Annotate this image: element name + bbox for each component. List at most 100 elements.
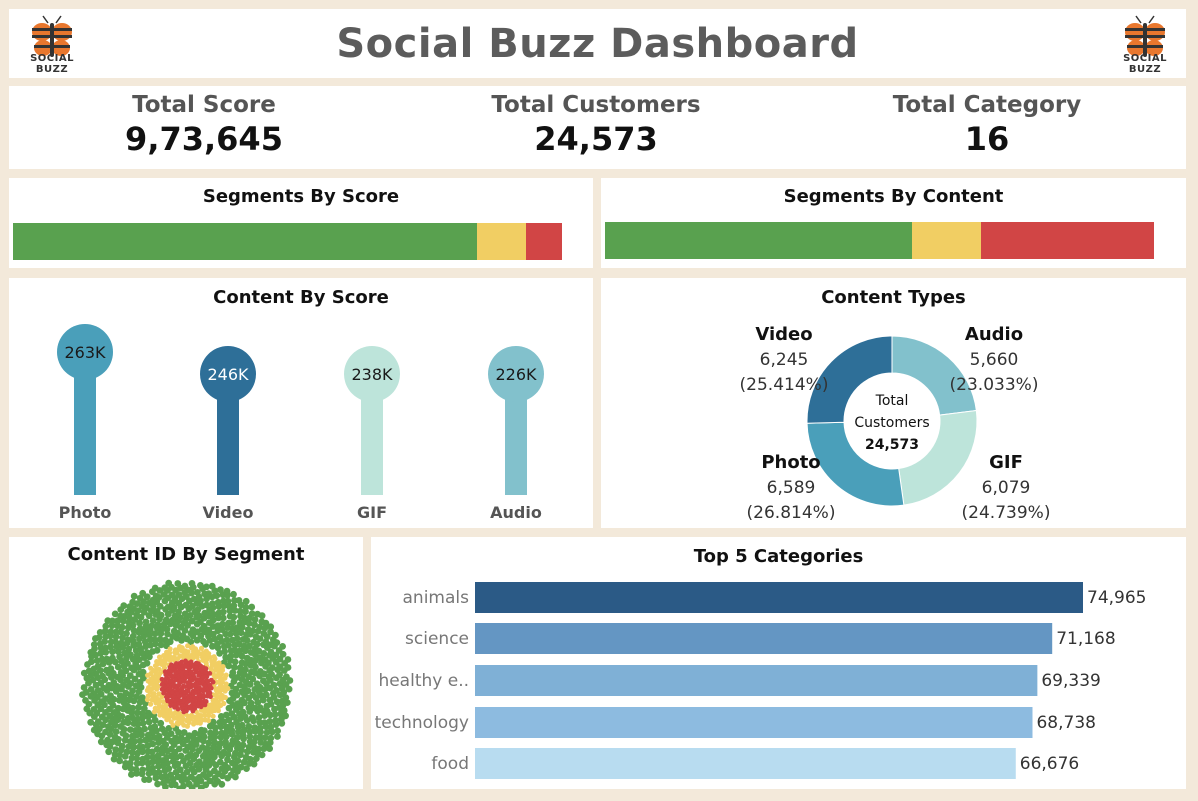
content-bubble bbox=[234, 734, 241, 741]
category-bar bbox=[475, 748, 1016, 779]
content-bubble bbox=[124, 624, 132, 632]
bubbles-negative[interactable] bbox=[159, 658, 216, 715]
category-bar bbox=[475, 665, 1038, 696]
bubbles-positive[interactable] bbox=[79, 579, 294, 789]
content-bubble bbox=[252, 663, 259, 671]
content-bubble bbox=[161, 767, 169, 775]
content-bubble bbox=[241, 699, 248, 707]
content-bubble bbox=[177, 644, 183, 650]
content-bubble bbox=[90, 641, 98, 648]
content-bubble bbox=[144, 713, 152, 721]
content-bubble bbox=[226, 745, 234, 753]
content-bubble bbox=[129, 749, 136, 756]
segments-by-score-bar[interactable] bbox=[13, 223, 562, 260]
content-bubble bbox=[218, 671, 225, 677]
donut-slice-video[interactable] bbox=[806, 335, 893, 424]
content-bubble bbox=[176, 614, 184, 622]
content-bubble bbox=[102, 622, 110, 630]
donut-slice-gif[interactable] bbox=[898, 409, 978, 506]
content-bubble bbox=[168, 591, 176, 599]
segment-negative[interactable] bbox=[526, 223, 562, 260]
category-value-label: 71,168 bbox=[1056, 629, 1115, 649]
category-value-label: 66,676 bbox=[1020, 754, 1079, 774]
content-bubble bbox=[259, 696, 267, 704]
content-bubble bbox=[92, 721, 100, 728]
category-bar bbox=[475, 707, 1033, 738]
content-bubble bbox=[201, 709, 208, 715]
content-bubble bbox=[211, 724, 219, 732]
segments-by-content-bar[interactable] bbox=[605, 222, 1154, 259]
category-bar-row[interactable]: food 66,676 bbox=[431, 748, 1079, 779]
content-bubble bbox=[211, 780, 219, 788]
category-bar-row[interactable]: animals 74,965 bbox=[403, 582, 1147, 613]
content-bubble bbox=[203, 666, 209, 672]
segment-neutral[interactable] bbox=[476, 223, 527, 260]
content-bubble bbox=[236, 607, 244, 615]
segment-positive[interactable] bbox=[13, 223, 477, 260]
content-bubble bbox=[87, 649, 95, 656]
content-bubble bbox=[159, 682, 165, 687]
kpi-value: 9,73,645 bbox=[125, 120, 283, 158]
segment-neutral[interactable] bbox=[912, 222, 982, 259]
content-bubble bbox=[163, 625, 171, 633]
content-bubble bbox=[198, 704, 204, 710]
chart-title: Content Types bbox=[821, 287, 966, 308]
donut-center-value: 24,573 bbox=[865, 437, 919, 453]
category-bar-row[interactable]: healthy e.. 69,339 bbox=[378, 665, 1101, 696]
content-bubble bbox=[160, 699, 166, 705]
content-bubble bbox=[126, 726, 134, 733]
lollipop-gif[interactable]: 238K bbox=[344, 346, 400, 495]
content-bubble bbox=[149, 697, 155, 703]
content-bubble bbox=[224, 774, 232, 782]
lollipop-video[interactable]: 246K bbox=[200, 346, 256, 495]
content-bubble bbox=[244, 687, 252, 695]
content-bubble bbox=[170, 694, 176, 700]
content-bubble bbox=[116, 697, 123, 704]
content-bubble bbox=[162, 669, 168, 675]
top-5-categories-panel: Top 5 Categories animals 74,965 science 71,… bbox=[371, 537, 1186, 789]
content-bubble bbox=[98, 655, 106, 663]
lollipop-chart: 263K Photo 246K Video 238K GIF 226K Audio bbox=[57, 324, 544, 522]
lollipop-audio[interactable]: 226K bbox=[488, 346, 544, 495]
content-bubble bbox=[285, 685, 293, 693]
content-bubble bbox=[215, 708, 221, 714]
content-bubble bbox=[225, 685, 231, 691]
category-bar-row[interactable]: technology 68,738 bbox=[375, 707, 1096, 738]
content-bubble bbox=[97, 738, 105, 746]
content-bubble bbox=[198, 645, 205, 651]
content-bubble bbox=[112, 633, 120, 641]
content-bubble bbox=[235, 597, 243, 604]
content-bubble bbox=[242, 604, 250, 611]
content-bubble bbox=[206, 717, 212, 724]
category-bar-row[interactable]: science 71,168 bbox=[405, 623, 1116, 654]
content-bubble bbox=[127, 765, 135, 772]
content-bubble bbox=[79, 691, 86, 698]
content-bubble bbox=[278, 719, 286, 727]
lollipop-photo[interactable]: 263K bbox=[57, 324, 113, 495]
kpi-panel: Total Score 9,73,645 Total Customers 24,… bbox=[9, 86, 1186, 169]
content-bubble bbox=[266, 718, 274, 725]
slice-percent: (25.414%) bbox=[740, 375, 829, 395]
bubbles-neutral[interactable] bbox=[144, 643, 231, 729]
content-bubble bbox=[103, 666, 110, 674]
content-bubble bbox=[181, 709, 187, 715]
content-bubble bbox=[175, 706, 181, 712]
content-bubble bbox=[180, 729, 188, 736]
content-bubble bbox=[240, 642, 248, 650]
donut-slice-photo[interactable] bbox=[806, 421, 905, 507]
segment-positive[interactable] bbox=[605, 222, 913, 259]
category-label: Photo bbox=[59, 503, 112, 522]
content-bubble bbox=[136, 619, 143, 627]
content-bubble bbox=[197, 784, 205, 789]
content-bubble bbox=[107, 638, 115, 646]
content-bubble bbox=[157, 719, 165, 727]
content-bubble bbox=[209, 616, 217, 624]
kpi-total-customers: Total Customers 24,573 bbox=[406, 92, 786, 158]
content-bubble bbox=[129, 598, 137, 606]
content-bubble bbox=[203, 648, 209, 654]
content-bubble bbox=[164, 603, 172, 611]
content-bubble bbox=[189, 745, 196, 753]
segment-negative[interactable] bbox=[981, 222, 1154, 259]
content-bubble bbox=[155, 739, 163, 746]
content-bubble bbox=[151, 630, 159, 638]
